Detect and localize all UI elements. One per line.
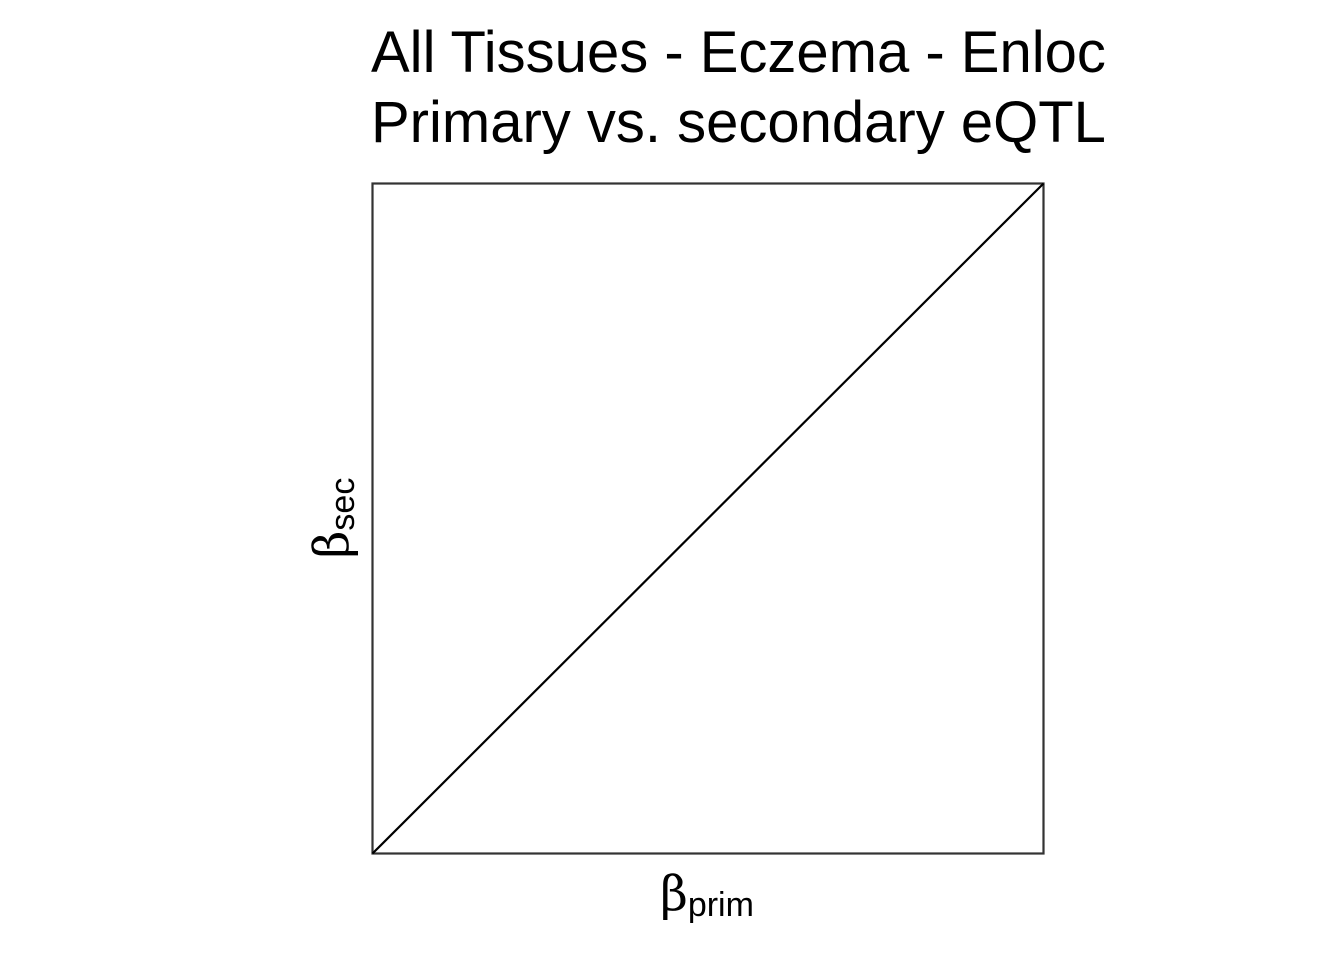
chart-title-line-2: Primary vs. secondary eQTL bbox=[371, 90, 1106, 155]
series-layer bbox=[371, 182, 1045, 855]
chart-title-line-1: All Tissues - Eczema - Enloc bbox=[371, 20, 1106, 85]
x-axis-label-subscript: prim bbox=[688, 886, 754, 924]
plot-panel-border bbox=[371, 182, 1045, 855]
x-axis-label-symbol: β bbox=[660, 866, 688, 922]
y-axis-label-symbol: β bbox=[304, 531, 360, 559]
y-axis-label-subscript: sec bbox=[324, 478, 362, 531]
series-line-0 bbox=[371, 182, 1045, 855]
y-axis-label: βsec bbox=[304, 478, 362, 559]
x-axis-label: βprim bbox=[660, 866, 754, 924]
